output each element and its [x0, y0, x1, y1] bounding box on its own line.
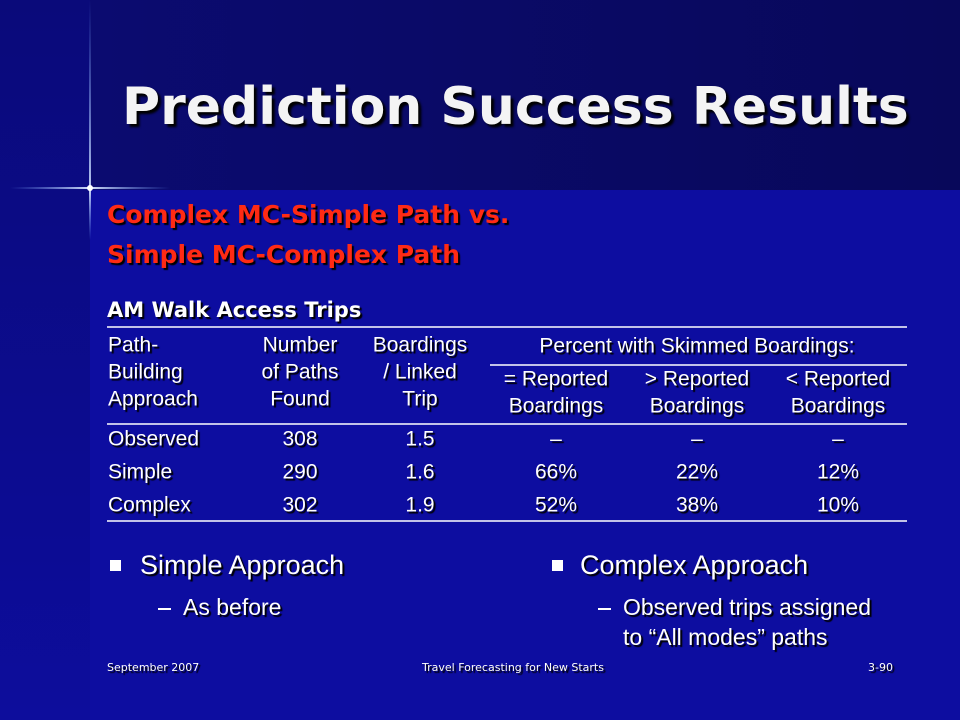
- dash-marker: [158, 608, 171, 610]
- column-header: Building: [108, 361, 183, 384]
- table-cell: 290: [282, 461, 317, 484]
- sub-bullet: As before: [183, 594, 281, 620]
- sub-bullet: to “All modes” paths: [623, 624, 828, 650]
- column-header: Path-: [108, 334, 158, 357]
- bullet-marker: [552, 560, 563, 571]
- title: Prediction Success Results: [122, 77, 909, 137]
- column-header: Number: [263, 334, 338, 357]
- table-cell: Simple: [108, 461, 172, 484]
- bullet: Simple Approach: [140, 550, 344, 580]
- table-cell: 12%: [817, 461, 859, 484]
- subtitle: Complex MC-Simple Path vs.: [107, 200, 509, 229]
- table-cell: Observed: [108, 428, 199, 451]
- table-cell: 10%: [817, 494, 859, 517]
- table-cell: 38%: [676, 494, 718, 517]
- bullet: Complex Approach: [580, 550, 808, 580]
- table-cell: 66%: [535, 461, 577, 484]
- table-caption: AM Walk Access Trips: [107, 298, 361, 322]
- flare: [87, 185, 93, 191]
- column-header: Boardings: [650, 395, 745, 418]
- footer-left: September 2007: [107, 661, 199, 674]
- table-cell: 1.5: [405, 428, 434, 451]
- group-header: Percent with Skimmed Boardings:: [539, 335, 854, 358]
- column-header: / Linked: [383, 361, 457, 384]
- left-band: [0, 0, 90, 720]
- table-cell: –: [550, 428, 562, 451]
- table-cell: –: [832, 428, 844, 451]
- bullet-marker: [110, 560, 121, 571]
- table-cell: Complex: [108, 494, 191, 517]
- column-header: Approach: [108, 388, 198, 411]
- sub-bullet: Observed trips assigned: [623, 594, 871, 620]
- column-header: Found: [270, 388, 330, 411]
- table-cell: 22%: [676, 461, 718, 484]
- table-cell: 1.6: [405, 461, 434, 484]
- table-cell: 1.9: [405, 494, 434, 517]
- flare: [89, 0, 91, 240]
- column-header: = Reported: [504, 368, 609, 391]
- subtitle: Simple MC-Complex Path: [107, 240, 460, 269]
- table-cell: 308: [282, 428, 317, 451]
- column-header: Boardings: [791, 395, 886, 418]
- dash-marker: [598, 608, 611, 610]
- footer-center: Travel Forecasting for New Starts: [421, 661, 604, 674]
- table-cell: 52%: [535, 494, 577, 517]
- column-header: < Reported: [786, 368, 891, 391]
- footer-right: 3-90: [868, 661, 893, 674]
- column-header: > Reported: [645, 368, 750, 391]
- column-header: of Paths: [261, 361, 338, 384]
- title-band: [90, 0, 960, 190]
- column-header: Boardings: [509, 395, 604, 418]
- table-cell: –: [691, 428, 703, 451]
- column-header: Boardings: [373, 334, 468, 357]
- column-header: Trip: [402, 388, 437, 411]
- table-cell: 302: [282, 494, 317, 517]
